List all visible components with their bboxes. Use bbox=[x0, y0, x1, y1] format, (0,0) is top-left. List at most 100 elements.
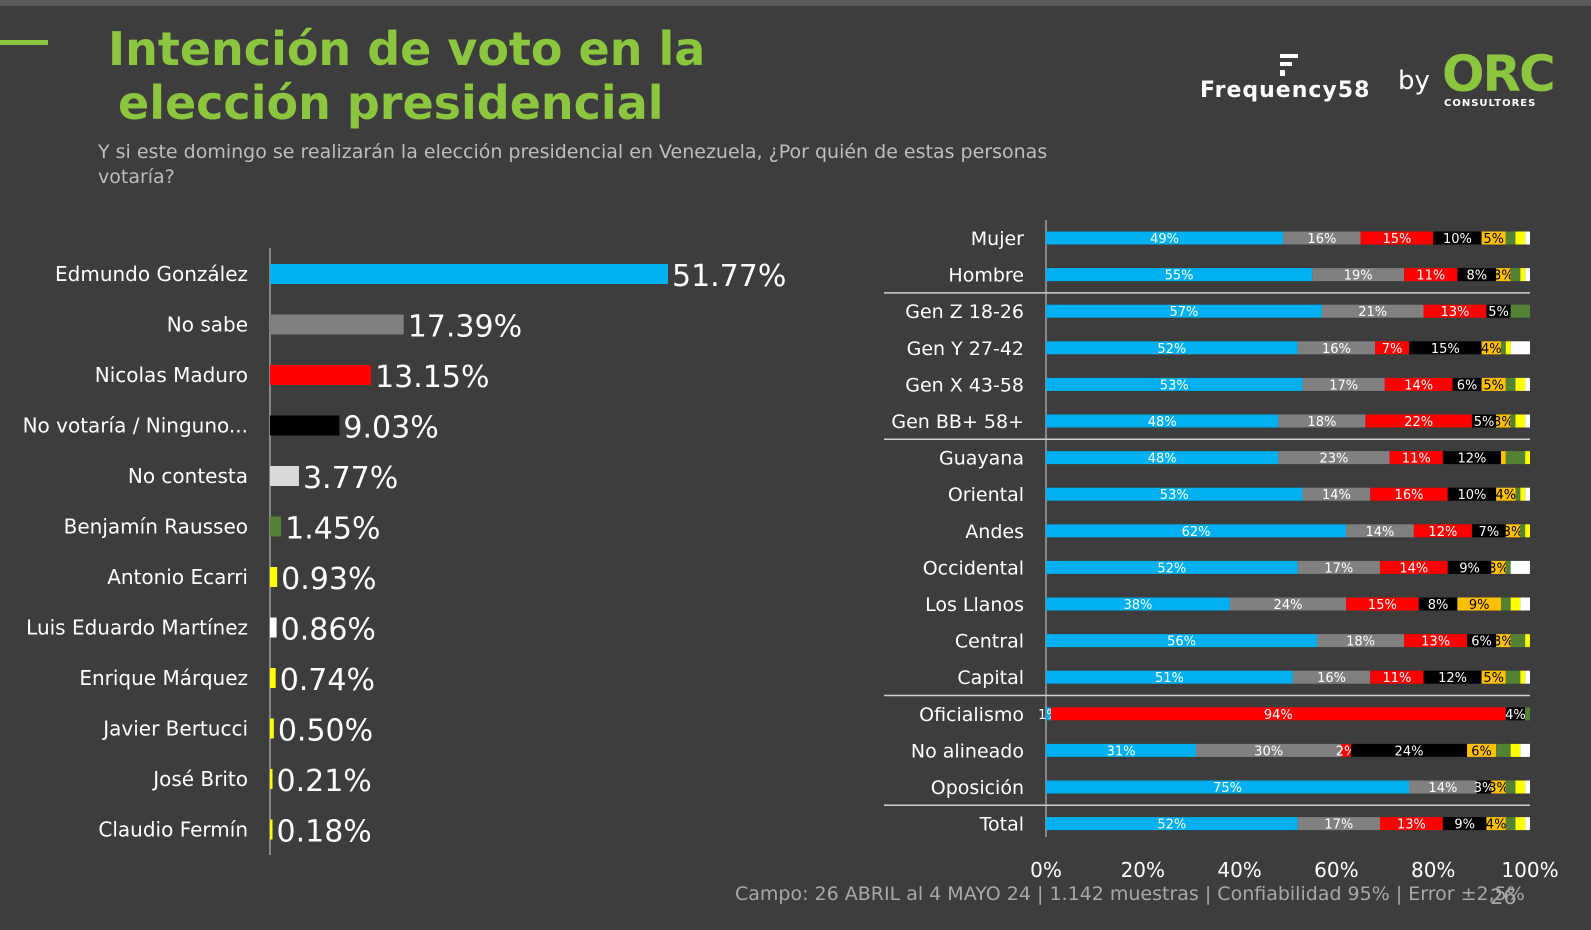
right-chart-segment-label: 6% bbox=[1471, 635, 1492, 650]
right-chart-segment bbox=[1510, 414, 1516, 428]
right-chart-segment-label: 30% bbox=[1254, 744, 1283, 759]
right-chart-segment bbox=[1525, 487, 1530, 501]
right-chart-segment bbox=[1457, 268, 1497, 282]
left-chart-value-label: 13.15% bbox=[375, 360, 489, 395]
right-chart-segment-label: 14% bbox=[1428, 781, 1457, 796]
right-chart-segment bbox=[1510, 597, 1521, 611]
right-chart-segment bbox=[1046, 524, 1347, 538]
right-chart-row-label: Hombre bbox=[948, 265, 1024, 287]
brand-logos: Frequency58 by ORC CONSULTORES bbox=[1200, 48, 1570, 118]
right-chart-segment-label: 4% bbox=[1481, 342, 1502, 357]
right-chart-segment-label: 18% bbox=[1346, 635, 1375, 650]
right-chart-segment-label: 48% bbox=[1148, 452, 1177, 467]
right-chart-segment bbox=[1481, 670, 1506, 684]
right-chart-segment bbox=[1423, 304, 1487, 318]
left-chart-bar bbox=[270, 819, 273, 840]
right-chart-segment bbox=[1046, 487, 1303, 501]
right-chart-segment-label: 57% bbox=[1169, 305, 1198, 320]
right-chart-segment-label: 3% bbox=[1488, 561, 1509, 576]
right-chart-segment bbox=[1046, 268, 1313, 282]
right-chart-segment bbox=[1447, 487, 1497, 501]
right-chart-segment-label: 15% bbox=[1368, 598, 1397, 613]
page-title-line1: Intención de voto en la bbox=[108, 22, 706, 76]
left-chart-bar bbox=[270, 769, 273, 789]
right-chart-segment-label: 7% bbox=[1479, 525, 1500, 540]
right-chart-row-label: Andes bbox=[965, 521, 1024, 543]
right-chart-segment-label: 22% bbox=[1404, 415, 1433, 430]
right-chart-segment bbox=[1505, 817, 1516, 831]
left-chart-value-label: 17.39% bbox=[408, 310, 522, 345]
left-chart-bar bbox=[270, 314, 404, 335]
right-chart-segment-label: 18% bbox=[1307, 415, 1336, 430]
right-chart-row-label: Gen Y 27-42 bbox=[907, 338, 1024, 360]
right-chart-segment bbox=[1476, 780, 1492, 794]
right-chart-segment bbox=[1046, 597, 1230, 611]
right-chart-segment-label: 17% bbox=[1324, 818, 1353, 833]
left-chart-category-label: José Brito bbox=[151, 767, 248, 791]
right-chart-segment bbox=[1447, 560, 1492, 574]
right-chart-segment bbox=[1467, 743, 1497, 757]
right-chart-segment bbox=[1046, 817, 1298, 831]
right-chart-segment-label: 9% bbox=[1469, 598, 1490, 613]
left-chart-category-label: Luis Eduardo Martínez bbox=[26, 616, 248, 640]
left-chart-category-label: Benjamín Rausseo bbox=[64, 515, 248, 539]
right-chart-segment bbox=[1500, 597, 1511, 611]
frequency58-logo-icon bbox=[1280, 54, 1298, 76]
left-chart-value-label: 0.21% bbox=[277, 764, 372, 799]
orc-logo-subtitle: CONSULTORES bbox=[1444, 98, 1537, 109]
right-chart-segment bbox=[1510, 341, 1530, 355]
right-chart-segment-label: 8% bbox=[1466, 269, 1487, 284]
right-chart-segment bbox=[1317, 634, 1405, 648]
right-chart-segment bbox=[1486, 304, 1511, 318]
right-chart-segment bbox=[1452, 377, 1482, 391]
right-chart-segment-label: 9% bbox=[1454, 818, 1475, 833]
right-chart-segment bbox=[1409, 780, 1477, 794]
right-chart-segment-label: 3% bbox=[1493, 635, 1514, 650]
right-chart-segment-label: 3% bbox=[1493, 269, 1514, 284]
right-chart-segment bbox=[1404, 634, 1468, 648]
right-chart-segment-label: 10% bbox=[1457, 488, 1486, 503]
right-chart-segment-label: 13% bbox=[1421, 635, 1450, 650]
left-chart-bar bbox=[270, 718, 274, 739]
left-chart-category-label: No votaría / Ninguno... bbox=[23, 414, 248, 438]
right-chart-segment bbox=[1486, 817, 1506, 831]
right-chart-segment-label: 16% bbox=[1395, 488, 1424, 503]
right-chart-segment-label: 6% bbox=[1471, 744, 1492, 759]
right-chart-segment bbox=[1510, 268, 1521, 282]
right-chart-segment bbox=[1505, 524, 1521, 538]
right-chart-segment bbox=[1496, 414, 1511, 428]
right-chart-segment-label: 11% bbox=[1382, 671, 1411, 686]
right-chart-segment bbox=[1046, 780, 1409, 794]
right-chart-segment bbox=[1525, 451, 1530, 465]
right-chart-segment-label: 12% bbox=[1438, 671, 1467, 686]
right-chart-segment-label: 49% bbox=[1150, 232, 1179, 247]
right-chart-segment bbox=[1350, 743, 1468, 757]
right-chart-segment-label: 10% bbox=[1443, 232, 1472, 247]
right-chart-segment-label: 15% bbox=[1382, 232, 1411, 247]
right-chart-segment bbox=[1515, 414, 1526, 428]
left-chart-bar bbox=[270, 516, 282, 537]
right-chart-segment-label: 12% bbox=[1457, 452, 1486, 467]
right-chart-segment bbox=[1292, 670, 1371, 684]
right-chart-segment bbox=[1278, 414, 1366, 428]
right-chart-segment-label: 4% bbox=[1505, 708, 1526, 723]
right-chart-segment bbox=[1409, 341, 1482, 355]
right-chart-segment bbox=[1423, 670, 1482, 684]
right-chart-segment bbox=[1510, 304, 1530, 318]
right-chart-segment bbox=[1525, 817, 1530, 831]
left-chart-category-label: Edmundo González bbox=[55, 262, 248, 286]
right-chart-segment bbox=[1491, 780, 1506, 794]
right-chart-segment bbox=[1481, 231, 1506, 245]
right-chart-segment-label: 23% bbox=[1320, 452, 1349, 467]
right-chart-segment bbox=[1505, 707, 1526, 721]
right-chart-row-label: No alineado bbox=[911, 740, 1024, 762]
right-chart-segment bbox=[1515, 780, 1526, 794]
right-chart-segment bbox=[1525, 634, 1530, 648]
right-chart-segment bbox=[1525, 670, 1530, 684]
right-chart-segment-label: 55% bbox=[1165, 269, 1194, 284]
right-chart-segment bbox=[1346, 524, 1414, 538]
right-chart-row-label: Oposición bbox=[931, 777, 1024, 799]
right-chart-segment bbox=[1505, 670, 1521, 684]
right-chart-segment-label: 14% bbox=[1399, 561, 1428, 576]
right-chart-segment bbox=[1341, 743, 1351, 757]
